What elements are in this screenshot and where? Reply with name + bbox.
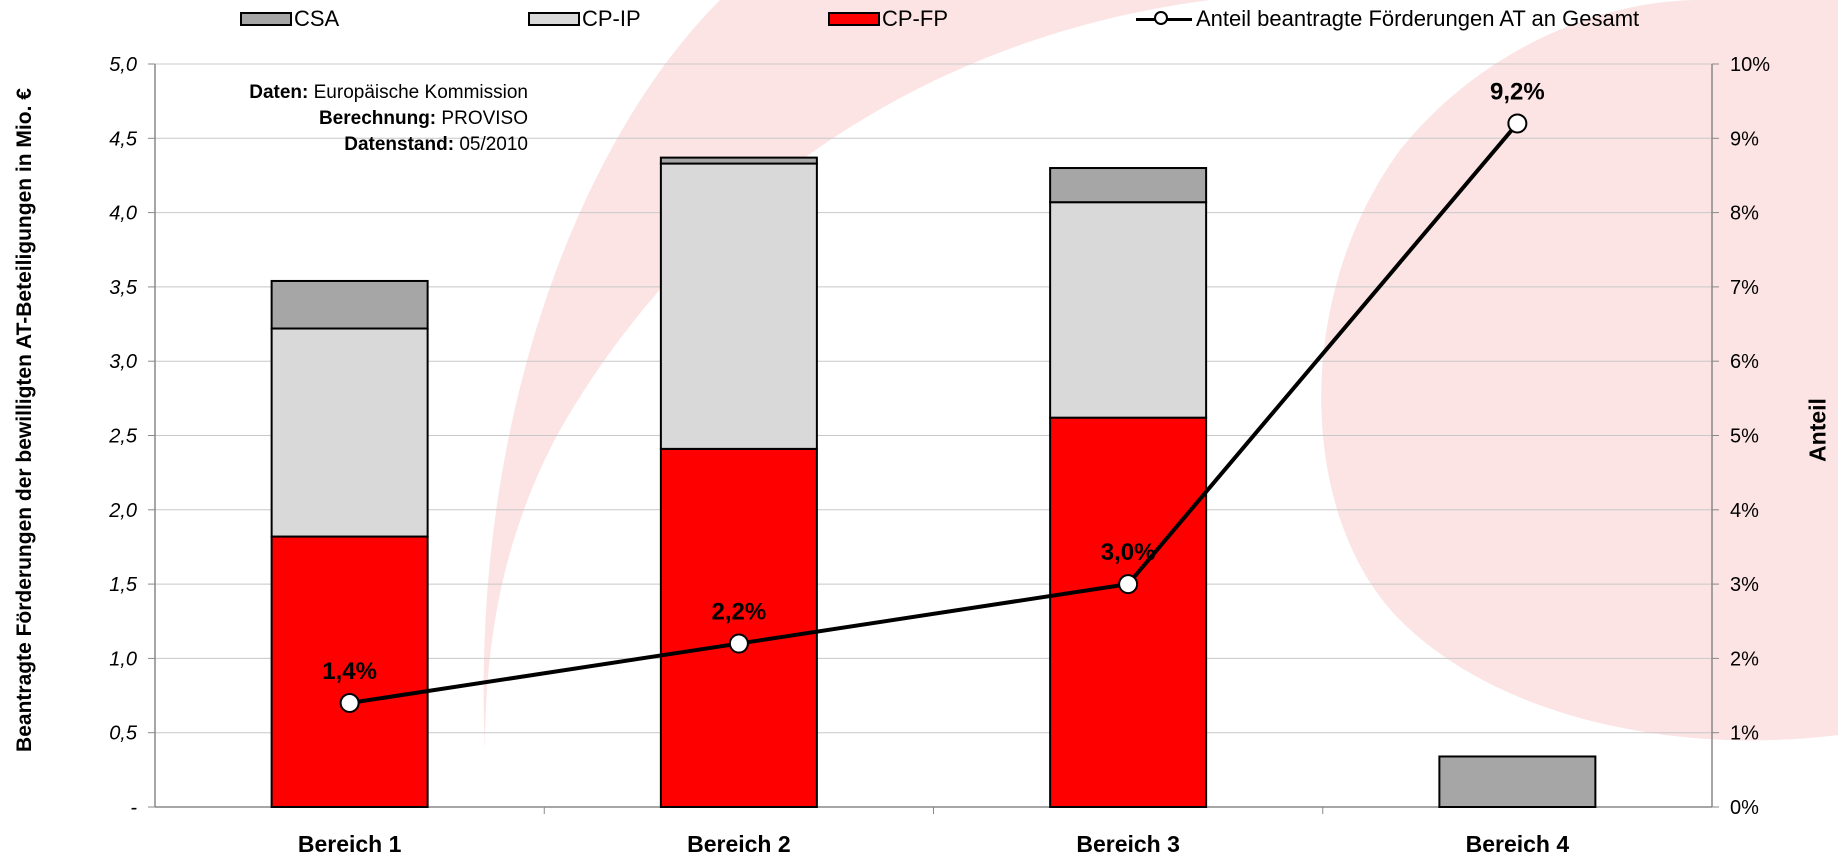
y-tick-label: 5,0 <box>109 54 137 76</box>
share-line-point <box>728 633 749 654</box>
share-line-path <box>349 122 1519 705</box>
bar-segment-cp-ip <box>270 327 429 538</box>
legend-swatch-cpfp <box>828 12 880 26</box>
source-date-label: Datenstand: <box>344 134 455 155</box>
legend-label-csa: CSA <box>294 6 340 31</box>
source-data-value: Europäische Kommission <box>313 82 528 103</box>
y2-tick-label: 2% <box>1730 648 1759 670</box>
y2-tick-label: 3% <box>1730 574 1759 596</box>
y2-tick-label: 1% <box>1730 723 1759 745</box>
x-tick-label: Bereich 4 <box>1466 831 1570 857</box>
legend-label-line: Anteil beantragte Förderungen AT an Gesa… <box>1196 6 1640 31</box>
legend-swatch-cpip <box>528 12 580 26</box>
legend-label-cpip: CP-IP <box>582 6 641 31</box>
legend-item-line: Anteil beantragte Förderungen AT an Gesa… <box>1136 6 1639 32</box>
y2-axis-title: Anteil <box>1804 398 1831 462</box>
share-line-point <box>1118 574 1139 595</box>
y-tick-label: 1,5 <box>109 574 138 596</box>
y2-tick-label: 0% <box>1730 797 1759 819</box>
y-tick-label: 3,5 <box>109 277 138 299</box>
y-axis-title: Beantragte Förderungen der bewilligten A… <box>13 88 36 752</box>
y2-axis-ticks: 0% 1% 2% 3% 4% 5% 6% 7% 8% 9% 10% <box>1712 54 1770 819</box>
legend-swatch-line <box>1136 9 1192 29</box>
y2-tick-label: 5% <box>1730 426 1759 448</box>
share-data-label: 2,2% <box>712 599 767 626</box>
bar-segment-csa <box>1049 167 1208 204</box>
source-note: Daten: Europäische Kommission Berechnung… <box>150 80 528 158</box>
y-tick-label: 3,0 <box>109 351 137 373</box>
y-tick-label: - <box>130 797 137 819</box>
y-tick-label: 1,0 <box>109 648 137 670</box>
y-tick-label: 0,5 <box>109 723 138 745</box>
bar-segment-cp-ip <box>659 162 818 450</box>
share-line: 1,4% 2,2% 3,0% 9,2% <box>322 78 1545 713</box>
legend-item-csa: CSA <box>240 6 339 32</box>
source-calc-value: PROVISO <box>441 108 528 129</box>
y-tick-label: 2,0 <box>108 500 137 522</box>
share-data-label: 9,2% <box>1490 78 1545 105</box>
y2-tick-label: 7% <box>1730 277 1759 299</box>
y2-tick-label: 9% <box>1730 128 1759 150</box>
share-line-point <box>339 692 360 713</box>
x-tick-label: Bereich 3 <box>1076 831 1180 857</box>
decor-circle <box>1321 0 1838 741</box>
bar-segment-cp-fp <box>659 447 818 808</box>
y2-tick-label: 10% <box>1730 54 1770 76</box>
y-tick-label: 4,0 <box>109 203 137 225</box>
y2-tick-label: 6% <box>1730 351 1759 373</box>
source-calc-label: Berechnung: <box>318 108 437 129</box>
bar-segment-csa <box>1438 755 1597 809</box>
y2-tick-label: 4% <box>1730 500 1759 522</box>
legend-item-cpfp: CP-FP <box>828 6 948 32</box>
y-tick-label: 4,5 <box>109 128 138 150</box>
legend-label-cpfp: CP-FP <box>882 6 948 31</box>
share-data-label: 1,4% <box>322 658 377 685</box>
bars <box>270 156 1597 809</box>
y2-tick-label: 8% <box>1730 203 1759 225</box>
x-tick-label: Bereich 2 <box>687 831 791 857</box>
share-line-point <box>1507 113 1528 134</box>
bar-segment-cp-fp <box>270 535 429 808</box>
bar-segment-cp-ip <box>1049 201 1208 419</box>
y-tick-label: 2,5 <box>108 426 138 448</box>
source-date-value: 05/2010 <box>459 134 528 155</box>
bar-segment-cp-fp <box>1049 416 1208 808</box>
source-data-label: Daten: <box>249 82 309 103</box>
share-data-label: 3,0% <box>1101 539 1156 566</box>
bar-segment-csa <box>270 279 429 330</box>
x-tick-label: Bereich 1 <box>298 831 402 857</box>
y-axis-ticks: - 0,5 1,0 1,5 2,0 2,5 3,0 3,5 4,0 4,5 5,0 <box>108 54 155 819</box>
legend-swatch-csa <box>240 12 292 26</box>
x-axis-labels: Bereich 1 Bereich 2 Bereich 3 Bereich 4 <box>298 831 1570 857</box>
legend-item-cpip: CP-IP <box>528 6 641 32</box>
bar-segment-csa <box>659 156 818 165</box>
